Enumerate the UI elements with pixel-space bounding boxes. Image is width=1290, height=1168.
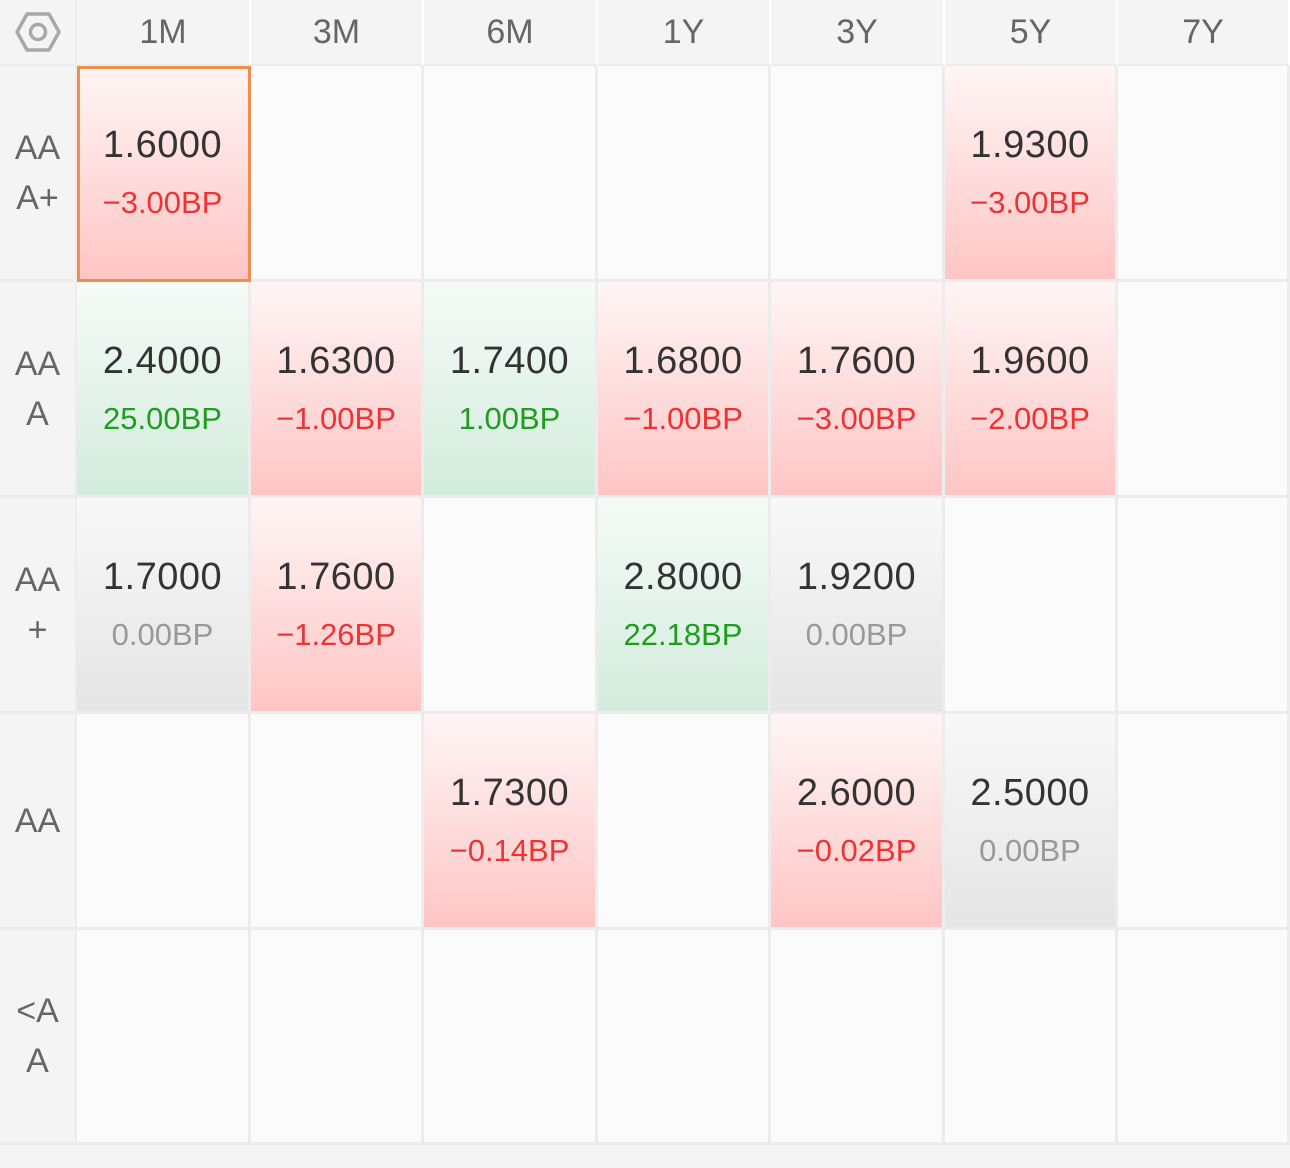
quote-cell[interactable]: 2.8000 22.18BP xyxy=(598,498,771,714)
rate-value: 1.7600 xyxy=(276,555,396,598)
row-label-text: AA xyxy=(14,801,61,840)
change-value: −3.00BP xyxy=(102,184,223,220)
column-header-7y[interactable]: 7Y xyxy=(1118,0,1290,66)
quote-cell[interactable]: 1.9600 −2.00BP xyxy=(945,282,1118,498)
change-value: −0.02BP xyxy=(796,832,917,868)
empty-cell[interactable] xyxy=(771,66,945,282)
footer-bar xyxy=(0,1145,1290,1168)
quote-cell[interactable]: 1.6000 −3.00BP xyxy=(77,66,251,282)
empty-cell[interactable] xyxy=(945,498,1118,714)
empty-cell[interactable] xyxy=(1118,714,1290,930)
quote-cell[interactable]: 2.4000 25.00BP xyxy=(77,282,251,498)
empty-cell[interactable] xyxy=(424,498,598,714)
change-value: −2.00BP xyxy=(970,400,1090,436)
row-label-text: AA+ xyxy=(14,560,61,649)
column-header-6m[interactable]: 6M xyxy=(424,0,598,66)
change-value: 0.00BP xyxy=(111,616,214,652)
row-label: AA xyxy=(0,714,77,930)
quote-cell[interactable]: 2.6000 −0.02BP xyxy=(771,714,945,930)
quote-cell[interactable]: 1.7600 −1.26BP xyxy=(251,498,424,714)
change-value: −1.00BP xyxy=(623,400,743,436)
column-header-3y[interactable]: 3Y xyxy=(771,0,945,66)
row-label-text: AAA+ xyxy=(14,128,61,217)
change-value: −3.00BP xyxy=(970,184,1090,220)
hexagon-gear-icon xyxy=(14,12,61,52)
quote-cell[interactable]: 1.7400 1.00BP xyxy=(424,282,598,498)
rate-value: 1.9600 xyxy=(970,339,1090,382)
empty-cell[interactable] xyxy=(1118,498,1290,714)
empty-cell[interactable] xyxy=(945,930,1118,1145)
row-label-text: AAA xyxy=(14,344,61,433)
row-label-text: <AA xyxy=(16,992,59,1080)
empty-cell[interactable] xyxy=(598,930,771,1145)
quote-cell[interactable]: 1.9300 −3.00BP xyxy=(945,66,1118,282)
empty-cell[interactable] xyxy=(424,66,598,282)
quote-cell[interactable]: 1.7300 −0.14BP xyxy=(424,714,598,930)
empty-cell[interactable] xyxy=(1118,930,1290,1145)
settings-button[interactable] xyxy=(0,0,77,66)
column-header-5y[interactable]: 5Y xyxy=(945,0,1118,66)
quote-cell[interactable]: 1.9200 0.00BP xyxy=(771,498,945,714)
change-value: 0.00BP xyxy=(979,832,1081,868)
empty-cell[interactable] xyxy=(598,714,771,930)
rate-value: 2.5000 xyxy=(970,771,1090,814)
rate-value: 1.6000 xyxy=(102,123,223,166)
rate-value: 2.8000 xyxy=(623,555,743,598)
empty-cell[interactable] xyxy=(771,930,945,1145)
change-value: 22.18BP xyxy=(623,616,743,652)
empty-cell[interactable] xyxy=(1118,66,1290,282)
quote-cell[interactable]: 1.6300 −1.00BP xyxy=(251,282,424,498)
quote-cell[interactable]: 1.7000 0.00BP xyxy=(77,498,251,714)
row-label: AAA+ xyxy=(0,66,77,282)
column-header-3m[interactable]: 3M xyxy=(251,0,424,66)
change-value: 0.00BP xyxy=(805,616,908,652)
rate-value: 1.6800 xyxy=(623,339,743,382)
quote-cell[interactable]: 2.5000 0.00BP xyxy=(945,714,1118,930)
column-header-1y[interactable]: 1Y xyxy=(598,0,771,66)
change-value: −1.26BP xyxy=(276,616,396,652)
rate-value: 1.7000 xyxy=(102,555,223,598)
row-label: AAA xyxy=(0,282,77,498)
rate-value: 1.7300 xyxy=(449,771,570,814)
rate-value: 1.7400 xyxy=(449,339,570,382)
column-header-1m[interactable]: 1M xyxy=(77,0,251,66)
change-value: 25.00BP xyxy=(103,400,222,436)
change-value: −0.14BP xyxy=(449,832,570,868)
empty-cell[interactable] xyxy=(251,66,424,282)
empty-cell[interactable] xyxy=(77,930,251,1145)
row-label: <AA xyxy=(0,930,77,1145)
empty-cell[interactable] xyxy=(1118,282,1290,498)
change-value: −1.00BP xyxy=(276,400,396,436)
rate-value: 2.4000 xyxy=(102,339,223,382)
quote-cell[interactable]: 1.6800 −1.00BP xyxy=(598,282,771,498)
change-value: −3.00BP xyxy=(796,400,917,436)
rate-value: 1.6300 xyxy=(276,339,396,382)
change-value: 1.00BP xyxy=(458,400,561,436)
quote-cell[interactable]: 1.7600 −3.00BP xyxy=(771,282,945,498)
rate-value: 1.7600 xyxy=(796,339,917,382)
empty-cell[interactable] xyxy=(251,930,424,1145)
empty-cell[interactable] xyxy=(598,66,771,282)
empty-cell[interactable] xyxy=(424,930,598,1145)
row-label: AA+ xyxy=(0,498,77,714)
rate-value: 2.6000 xyxy=(796,771,917,814)
rate-value: 1.9300 xyxy=(970,123,1090,166)
rate-value: 1.9200 xyxy=(796,555,917,598)
empty-cell[interactable] xyxy=(251,714,424,930)
empty-cell[interactable] xyxy=(77,714,251,930)
